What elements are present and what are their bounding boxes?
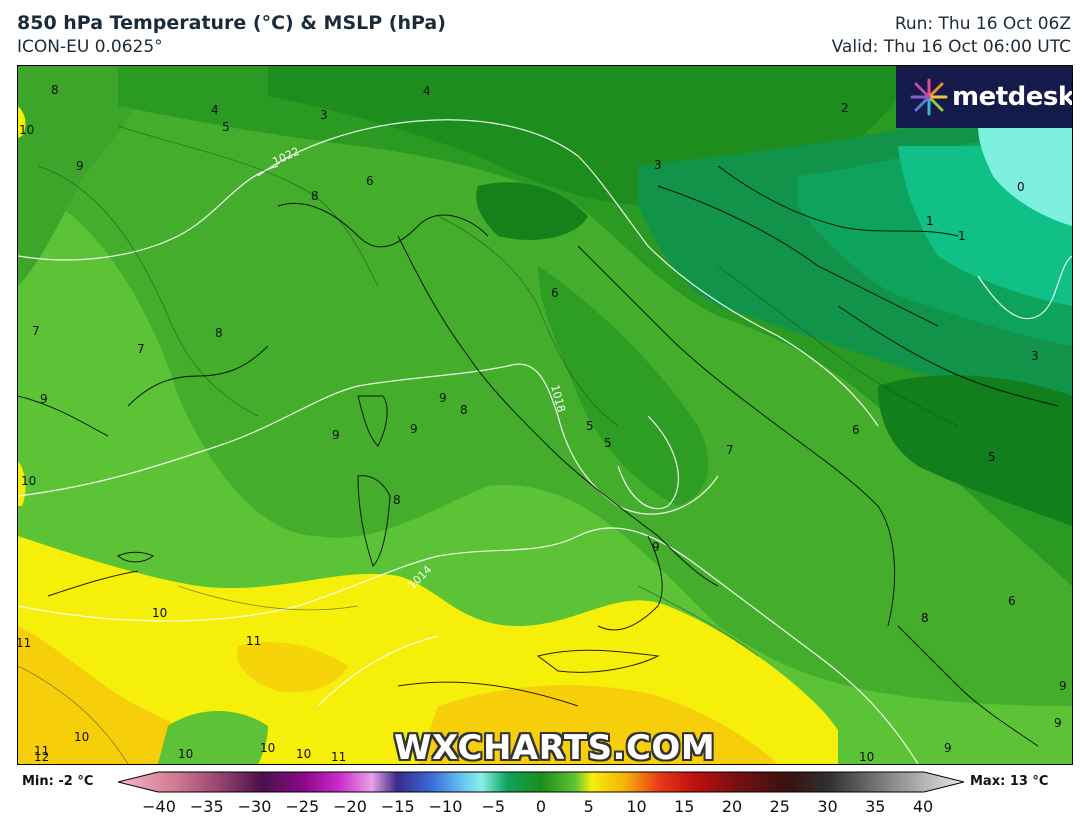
temp-label: 7 — [32, 324, 40, 338]
temp-label: 8 — [311, 189, 319, 203]
colorbar-max-label: Max: 13 °C — [970, 774, 1049, 789]
temp-label: 6 — [551, 286, 559, 300]
weather-map[interactable]: metdesk 8 10 9 4 5 3 4 2 3 0 1 1 6 6 8 7… — [17, 65, 1073, 765]
metdesk-logo-text: metdesk — [952, 82, 1073, 112]
temp-label: 12 — [34, 750, 50, 764]
temp-label: 11 — [331, 750, 347, 764]
temp-label: 10 — [260, 741, 276, 755]
temp-label: 5 — [604, 436, 612, 450]
colorbar-tick-label: 35 — [865, 797, 886, 816]
temp-label: 4 — [211, 103, 219, 117]
temp-label: 9 — [652, 540, 660, 554]
temp-label: 8 — [51, 83, 59, 97]
temp-label: 8 — [460, 403, 468, 417]
colorbar-tick-label: 15 — [674, 797, 695, 816]
temp-label: 8 — [921, 611, 929, 625]
temp-label: 6 — [1008, 594, 1016, 608]
colorbar-tick-label: 30 — [817, 797, 838, 816]
metdesk-logo: metdesk — [896, 66, 1072, 128]
temp-label: 0 — [1017, 180, 1025, 194]
temp-label: 2 — [841, 101, 849, 115]
temp-label: 9 — [1054, 716, 1062, 730]
temp-label: 8 — [393, 493, 401, 507]
temp-label: 1 — [926, 214, 934, 228]
temp-label: 10 — [19, 123, 35, 137]
colorbar-tick-label: −10 — [428, 797, 463, 816]
colorbar-tick-label: −35 — [189, 797, 224, 816]
colorbar-tick-label: −15 — [380, 797, 415, 816]
temp-label: 7 — [137, 342, 145, 356]
temp-label: 10 — [296, 747, 312, 761]
wxcharts-watermark: WXCHARTS.COM — [394, 728, 716, 765]
temp-label: 11 — [246, 634, 262, 648]
valid-time: Valid: Thu 16 Oct 06:00 UTC — [831, 37, 1071, 57]
colorbar-tick-label: −30 — [237, 797, 272, 816]
temp-label: 9 — [76, 159, 84, 173]
temp-label: 9 — [410, 422, 418, 436]
colorbar-tick-label: 5 — [583, 797, 594, 816]
temp-label: 10 — [152, 606, 168, 620]
colorbar-min-label: Min: -2 °C — [22, 774, 94, 789]
temperature-colorbar — [118, 771, 964, 793]
colorbar-tick-label: −40 — [142, 797, 176, 816]
temp-label: 9 — [944, 741, 952, 755]
colorbar-tick-label: 0 — [535, 797, 547, 816]
temp-label: 9 — [1059, 679, 1067, 693]
model-label: ICON-EU 0.0625° — [17, 37, 163, 57]
metdesk-logo-icon — [910, 78, 948, 116]
temp-label: 5 — [988, 450, 996, 464]
temp-label: 11 — [17, 636, 32, 650]
temp-label: 5 — [586, 419, 594, 433]
colorbar-tick-label: 20 — [721, 797, 743, 816]
colorbar-tick-label: 10 — [626, 797, 647, 816]
temp-label: 10 — [74, 730, 90, 744]
temp-label: 6 — [852, 423, 860, 437]
temp-label: 4 — [423, 84, 431, 98]
temp-label: 9 — [332, 428, 340, 442]
colorbar-tick-label: −25 — [285, 797, 320, 816]
run-time: Run: Thu 16 Oct 06Z — [894, 14, 1071, 34]
temp-label: 10 — [859, 750, 875, 764]
temp-label: 7 — [726, 443, 734, 457]
temp-label: 9 — [40, 392, 48, 406]
colorbar-tick-label: −20 — [333, 797, 367, 816]
temp-label: 5 — [222, 120, 230, 134]
temp-label: 10 — [178, 747, 194, 761]
temp-label: 9 — [439, 391, 447, 405]
temp-label: 10 — [21, 474, 37, 488]
colorbar-tick-label: −5 — [481, 797, 506, 816]
chart-title: 850 hPa Temperature (°C) & MSLP (hPa) — [17, 12, 446, 34]
temp-label: 3 — [654, 158, 662, 172]
temp-label: 1 — [958, 229, 966, 243]
colorbar-tick-label: 40 — [912, 797, 934, 816]
temp-label: 3 — [1031, 349, 1039, 363]
colorbar-tick-label: 25 — [769, 797, 790, 816]
temp-label: 6 — [366, 174, 374, 188]
temp-label: 8 — [215, 326, 223, 340]
temp-label: 11 — [34, 744, 50, 758]
temp-label: 3 — [320, 108, 328, 122]
temperature-field — [18, 66, 1072, 764]
